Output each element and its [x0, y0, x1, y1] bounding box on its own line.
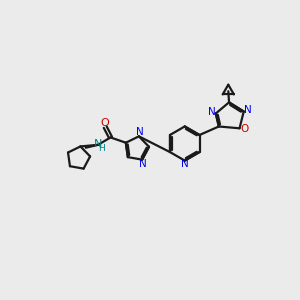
Text: O: O — [240, 124, 248, 134]
Text: N: N — [139, 159, 147, 169]
Text: N: N — [208, 107, 216, 117]
Text: N: N — [181, 159, 189, 170]
Text: N: N — [244, 105, 252, 115]
Text: N: N — [94, 140, 102, 149]
Text: N: N — [136, 127, 144, 137]
Text: H: H — [98, 144, 104, 153]
Text: O: O — [101, 118, 110, 128]
